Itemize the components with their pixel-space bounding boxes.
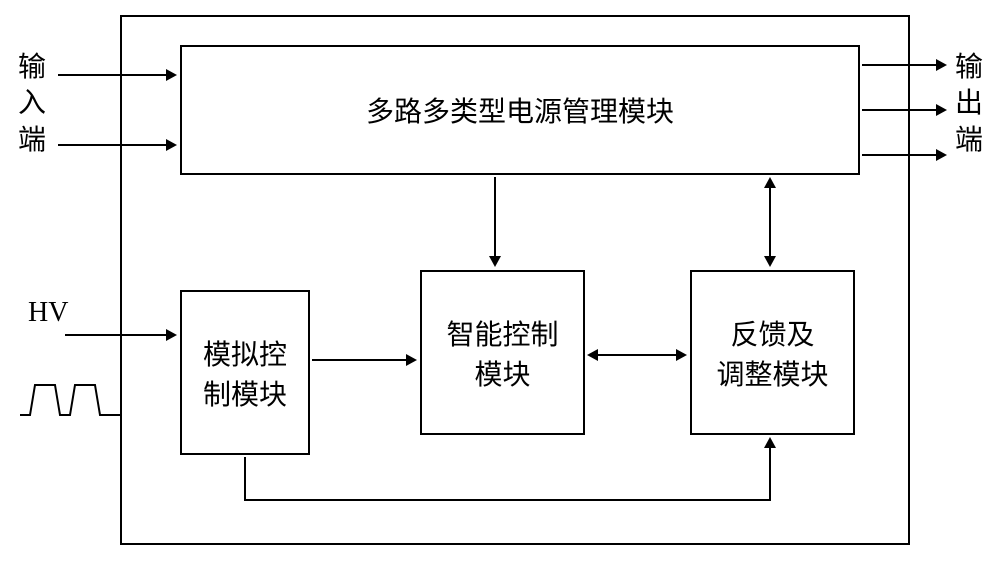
intelligent-control-block: 智能控制 模块 — [420, 270, 585, 435]
output-char-1: 输 — [955, 50, 983, 86]
arrow-pm-to-intel-head — [489, 256, 501, 267]
arrow-pm-fb-head-down — [764, 256, 776, 267]
arrow-output-1-head — [936, 59, 947, 71]
arrow-intel-fb-head-left — [587, 349, 598, 361]
arrow-route-seg2 — [244, 499, 771, 501]
arrow-pm-fb-line — [769, 188, 771, 256]
arrow-input-2 — [58, 144, 166, 146]
output-char-3: 端 — [955, 123, 983, 159]
hv-waveform-icon — [20, 380, 120, 420]
input-char-3: 端 — [18, 123, 46, 159]
arrow-input-2-head — [166, 139, 177, 151]
arrow-hv-input — [65, 334, 166, 336]
arrow-route-head — [764, 437, 776, 448]
arrow-intel-fb-line — [598, 354, 676, 356]
arrow-pm-fb-head-up — [764, 177, 776, 188]
feedback-block: 反馈及 调整模块 — [690, 270, 855, 435]
input-char-2: 入 — [18, 86, 46, 122]
intelligent-control-text: 智能控制 模块 — [446, 313, 558, 393]
arrow-route-seg3 — [769, 448, 771, 501]
input-char-1: 输 — [18, 50, 46, 86]
arrow-analog-to-intel-head — [406, 354, 417, 366]
arrow-input-1-head — [166, 69, 177, 81]
hv-label: HV — [28, 295, 68, 331]
arrow-route-seg1 — [244, 457, 246, 500]
arrow-hv-input-head — [166, 329, 177, 341]
arrow-input-1 — [58, 74, 166, 76]
analog-control-block: 模拟控 制模块 — [180, 290, 310, 455]
input-label: 输 入 端 — [18, 50, 46, 159]
power-management-block: 多路多类型电源管理模块 — [180, 45, 860, 175]
power-management-text: 多路多类型电源管理模块 — [366, 90, 674, 130]
arrow-output-1 — [862, 64, 936, 66]
arrow-pm-to-intel — [494, 177, 496, 256]
output-char-2: 出 — [955, 86, 983, 122]
arrow-output-2 — [862, 109, 936, 111]
arrow-output-3-head — [936, 149, 947, 161]
feedback-text: 反馈及 调整模块 — [716, 313, 828, 393]
analog-control-text: 模拟控 制模块 — [203, 333, 287, 413]
arrow-output-3 — [862, 154, 936, 156]
arrow-intel-fb-head-right — [676, 349, 687, 361]
output-label: 输 出 端 — [955, 50, 983, 159]
arrow-output-2-head — [936, 104, 947, 116]
arrow-analog-to-intel — [312, 359, 406, 361]
